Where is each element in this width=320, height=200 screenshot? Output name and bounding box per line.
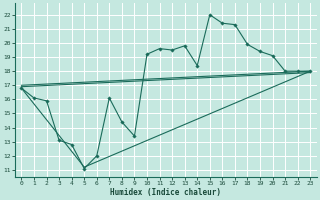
X-axis label: Humidex (Indice chaleur): Humidex (Indice chaleur) xyxy=(110,188,221,197)
